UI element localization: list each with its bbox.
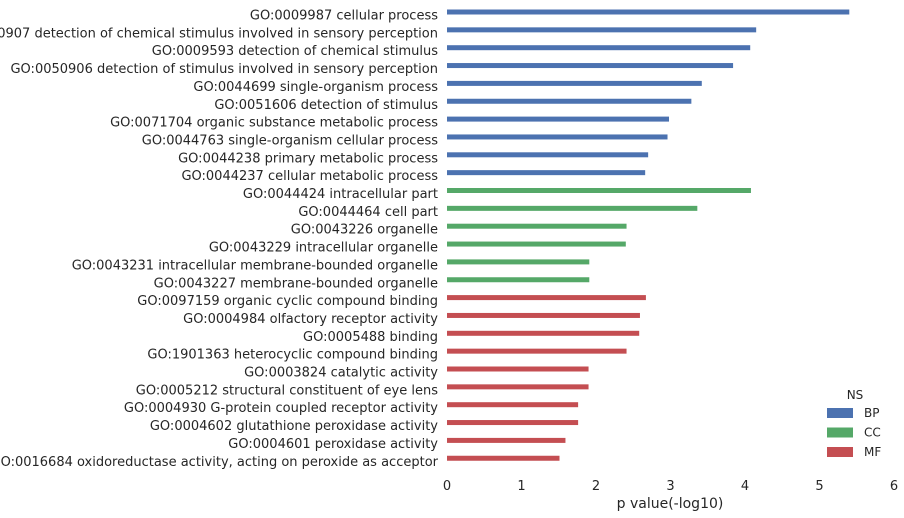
bar-mf: [447, 420, 579, 426]
x-tick-label: 2: [592, 479, 600, 494]
bar-mf: [447, 312, 640, 318]
bar-bp: [447, 98, 692, 104]
x-axis-ticks: 0 1 2 3 4 5 6: [443, 479, 898, 494]
category-labels: GO:0009987 cellular process GO:0050907 de…: [0, 9, 439, 470]
bar-cc: [447, 205, 698, 211]
bar-mf: [447, 295, 646, 301]
category-label: GO:0004930 G-protein coupled receptor ac…: [124, 401, 438, 416]
bar-bp: [447, 134, 668, 140]
bar-bp: [447, 170, 646, 176]
category-label: GO:0043226 organelle: [291, 223, 438, 238]
category-label: GO:0004601 peroxidase activity: [228, 437, 438, 452]
category-label: GO:0005488 binding: [303, 330, 438, 345]
legend-swatch: [827, 447, 853, 457]
bar-mf: [447, 330, 640, 336]
category-label: GO:0043229 intracellular organelle: [209, 241, 438, 256]
category-label: GO:0044763 single-organism cellular proc…: [142, 133, 438, 148]
bar-cc: [447, 188, 751, 193]
legend: NS BP CC MF: [827, 388, 881, 459]
x-axis-title: p value(-log10): [617, 496, 724, 512]
x-tick-label: 6: [890, 479, 898, 494]
category-label: GO:0044699 single-organism process: [193, 80, 438, 95]
x-tick-label: 3: [666, 479, 674, 494]
bar-mf: [447, 437, 566, 443]
legend-swatch: [827, 427, 853, 438]
category-label: GO:0043227 membrane-bounded organelle: [154, 276, 438, 291]
bar-mf: [447, 384, 589, 390]
category-label: GO:0044237 cellular metabolic process: [181, 169, 438, 184]
legend-title: NS: [847, 388, 864, 402]
bar-bp: [447, 27, 757, 33]
category-label: GO:0043231 intracellular membrane-bounde…: [72, 258, 438, 273]
category-label: GO:0004984 olfactory receptor activity: [183, 312, 438, 327]
bar-bp: [447, 63, 734, 69]
bar-cc: [447, 223, 627, 229]
category-label: GO:0009593 detection of chemical stimulu…: [152, 44, 438, 59]
category-label: GO:0016684 oxidoreductase activity, acti…: [0, 455, 439, 470]
legend-label: MF: [864, 445, 881, 459]
legend-label: BP: [864, 406, 879, 420]
category-label: GO:0050906 detection of stimulus involve…: [10, 62, 438, 77]
category-label: GO:0005212 structural constituent of eye…: [136, 383, 438, 398]
legend-label: CC: [864, 426, 881, 440]
bar-cc: [447, 277, 590, 283]
category-label: GO:0071704 organic substance metabolic p…: [110, 116, 438, 131]
legend-swatch: [827, 408, 853, 418]
category-label: GO:0051606 detection of stimulus: [214, 98, 438, 113]
bar-bp: [447, 152, 649, 158]
category-label: GO:0003824 catalytic activity: [244, 366, 438, 381]
category-label: GO:0097159 organic cyclic compound bindi…: [137, 294, 438, 309]
x-tick-label: 4: [741, 479, 749, 494]
bar-bp: [447, 45, 751, 51]
bar-bp: [447, 9, 850, 15]
bar-mf: [447, 402, 579, 408]
x-tick-label: 0: [443, 479, 451, 494]
bar-bp: [447, 116, 670, 122]
bar-bp: [447, 80, 702, 86]
category-label: GO:0044464 cell part: [298, 205, 438, 220]
category-label: GO:1901363 heterocyclic compound binding: [147, 348, 438, 363]
bar-mf: [447, 348, 627, 354]
bar-cc: [447, 259, 590, 265]
bar-cc: [447, 241, 626, 247]
category-label: GO:0004602 glutathione peroxidase activi…: [150, 419, 438, 434]
category-label: GO:0044238 primary metabolic process: [178, 151, 438, 166]
x-tick-label: 5: [815, 479, 823, 494]
category-label: GO:0009987 cellular process: [250, 9, 438, 24]
bar-mf: [447, 455, 560, 461]
bar-mf: [447, 366, 589, 372]
category-label: GO:0044424 intracellular part: [243, 187, 438, 202]
x-tick-label: 1: [517, 479, 525, 494]
category-label: GO:0050907 detection of chemical stimulu…: [0, 26, 438, 41]
bars: [447, 9, 850, 461]
